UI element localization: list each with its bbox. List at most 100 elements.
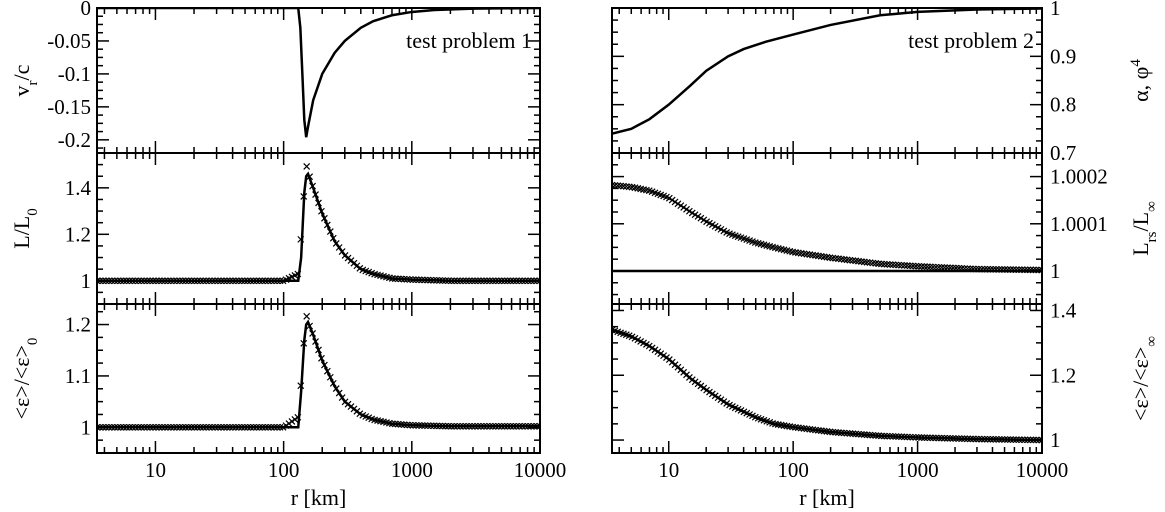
data-marker <box>995 265 1003 273</box>
data-marker <box>188 423 195 431</box>
data-marker <box>152 277 160 285</box>
x-tick-label: 1000 <box>897 458 939 482</box>
data-marker <box>533 422 540 430</box>
series-line <box>97 319 540 429</box>
data-marker <box>424 276 432 284</box>
data-marker <box>898 261 905 269</box>
data-marker <box>450 422 458 430</box>
data-marker <box>955 435 963 443</box>
y-axis-label: <ε>/<ε>∞ <box>1128 336 1160 421</box>
data-marker <box>247 277 254 285</box>
data-marker <box>117 423 125 431</box>
data-marker <box>326 228 334 235</box>
data-marker <box>926 434 934 442</box>
data-marker <box>1004 436 1012 443</box>
data-marker <box>450 277 458 285</box>
data-marker <box>447 422 455 430</box>
data-marker <box>1027 266 1034 274</box>
data-marker <box>998 266 1006 273</box>
data-marker <box>462 422 470 430</box>
data-marker <box>900 433 908 441</box>
data-marker <box>527 277 535 285</box>
data-marker <box>188 277 195 285</box>
y-tick-label: 1.4 <box>65 176 92 200</box>
data-marker <box>935 434 943 442</box>
data-marker <box>318 354 325 362</box>
data-marker <box>614 182 622 190</box>
data-marker <box>309 329 317 337</box>
data-marker <box>958 435 966 443</box>
data-marker <box>1018 266 1026 274</box>
data-marker <box>837 429 845 437</box>
y-tick-label: -0.2 <box>58 128 91 152</box>
data-marker <box>923 263 931 271</box>
data-marker <box>498 277 506 285</box>
data-marker <box>1007 436 1014 443</box>
data-marker <box>176 423 184 431</box>
data-marker <box>878 432 885 440</box>
data-marker <box>276 423 284 431</box>
data-marker <box>294 270 302 278</box>
data-marker <box>232 277 240 285</box>
data-marker <box>439 422 446 430</box>
data-marker <box>134 277 142 285</box>
panel-middle-left: 1 1.2 1.4 L/L0 <box>9 152 541 305</box>
data-marker <box>199 277 207 285</box>
data-marker <box>992 435 1000 443</box>
data-marker <box>477 277 485 285</box>
data-marker <box>923 434 931 442</box>
data-marker <box>235 423 243 431</box>
data-marker <box>329 379 337 387</box>
data-marker <box>264 277 272 285</box>
data-marker <box>978 435 986 443</box>
data-marker <box>238 277 246 285</box>
data-marker <box>406 421 414 429</box>
data-marker <box>521 422 529 430</box>
data-marker <box>143 277 151 285</box>
data-marker <box>179 277 187 285</box>
data-marker <box>915 434 923 441</box>
data-marker <box>929 434 937 442</box>
panel-annotation: test problem 1 <box>406 28 532 53</box>
y-tick-label: 0.7 <box>1050 141 1076 165</box>
data-marker <box>509 422 517 430</box>
data-marker <box>235 277 243 285</box>
data-marker <box>471 277 479 285</box>
data-marker <box>869 431 877 439</box>
data-marker <box>875 260 883 268</box>
data-marker <box>474 422 482 430</box>
data-marker <box>167 277 175 285</box>
data-marker <box>123 277 130 285</box>
data-marker <box>521 277 529 285</box>
data-marker <box>900 261 908 269</box>
data-marker <box>949 264 957 272</box>
data-marker <box>388 275 396 282</box>
data-marker <box>412 276 420 284</box>
data-marker <box>966 435 974 443</box>
data-marker <box>504 422 511 430</box>
data-marker <box>949 434 957 442</box>
data-marker <box>394 275 402 283</box>
data-marker <box>515 277 523 285</box>
panel-bottom-left: 1 1.1 1.2 10 100 1000 10000 r [km] <ε>/<ε>0 <box>9 303 566 510</box>
data-marker <box>217 277 225 285</box>
data-marker <box>97 423 104 431</box>
data-marker <box>303 163 311 170</box>
data-marker <box>256 423 263 431</box>
data-layer <box>612 326 1042 444</box>
data-marker <box>492 277 500 285</box>
data-marker <box>498 422 506 430</box>
data-marker <box>1021 266 1029 274</box>
data-marker <box>826 428 834 436</box>
data-marker <box>170 423 178 431</box>
data-marker <box>244 423 252 431</box>
data-marker <box>459 422 467 430</box>
y-tick-label: 1.2 <box>65 313 91 337</box>
data-marker <box>332 240 340 247</box>
data-marker <box>1024 436 1032 444</box>
data-marker <box>929 263 937 271</box>
panel-bottom-right: 1 1.2 1.4 10 100 1000 10000 r [km] <ε>/<ε>∞ <box>611 298 1160 510</box>
data-marker <box>1009 436 1017 444</box>
data-marker <box>468 277 476 285</box>
data-marker <box>536 277 540 285</box>
